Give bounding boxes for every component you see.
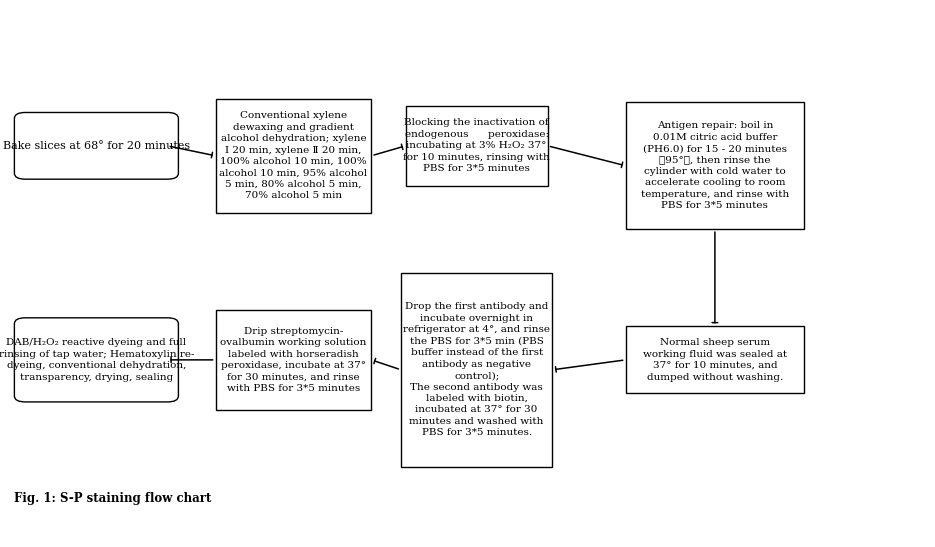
FancyBboxPatch shape [626, 102, 804, 229]
FancyBboxPatch shape [401, 273, 553, 467]
Text: Conventional xylene
dewaxing and gradient
alcohol dehydration; xylene
Ⅰ 20 min, : Conventional xylene dewaxing and gradien… [220, 111, 367, 200]
Text: Blocking the inactivation of
endogenous      peroxidase:
incubating at 3% H₂O₂ 3: Blocking the inactivation of endogenous … [403, 119, 550, 173]
FancyBboxPatch shape [406, 106, 548, 185]
Text: Bake slices at 68° for 20 minutes: Bake slices at 68° for 20 minutes [3, 141, 190, 151]
FancyBboxPatch shape [215, 98, 371, 213]
Text: Antigen repair: boil in
0.01M citric acid buffer
(PH6.0) for 15 - 20 minutes
（95: Antigen repair: boil in 0.01M citric aci… [640, 121, 789, 210]
FancyBboxPatch shape [215, 310, 371, 410]
FancyBboxPatch shape [14, 318, 179, 402]
FancyBboxPatch shape [14, 113, 179, 179]
Text: DAB/H₂O₂ reactive dyeing and full
rinsing of tap water; Hematoxylin re-
dyeing, : DAB/H₂O₂ reactive dyeing and full rinsin… [0, 338, 194, 382]
Text: Drip streptomycin-
ovalbumin working solution
labeled with horseradish
peroxidas: Drip streptomycin- ovalbumin working sol… [221, 327, 367, 393]
FancyBboxPatch shape [626, 326, 804, 393]
Text: Normal sheep serum
working fluid was sealed at
37° for 10 minutes, and
dumped wi: Normal sheep serum working fluid was sea… [643, 338, 787, 382]
Text: Fig. 1: S-P staining flow chart: Fig. 1: S-P staining flow chart [14, 492, 211, 505]
Text: Drop the first antibody and
incubate overnight in
refrigerator at 4°, and rinse
: Drop the first antibody and incubate ove… [403, 302, 550, 437]
